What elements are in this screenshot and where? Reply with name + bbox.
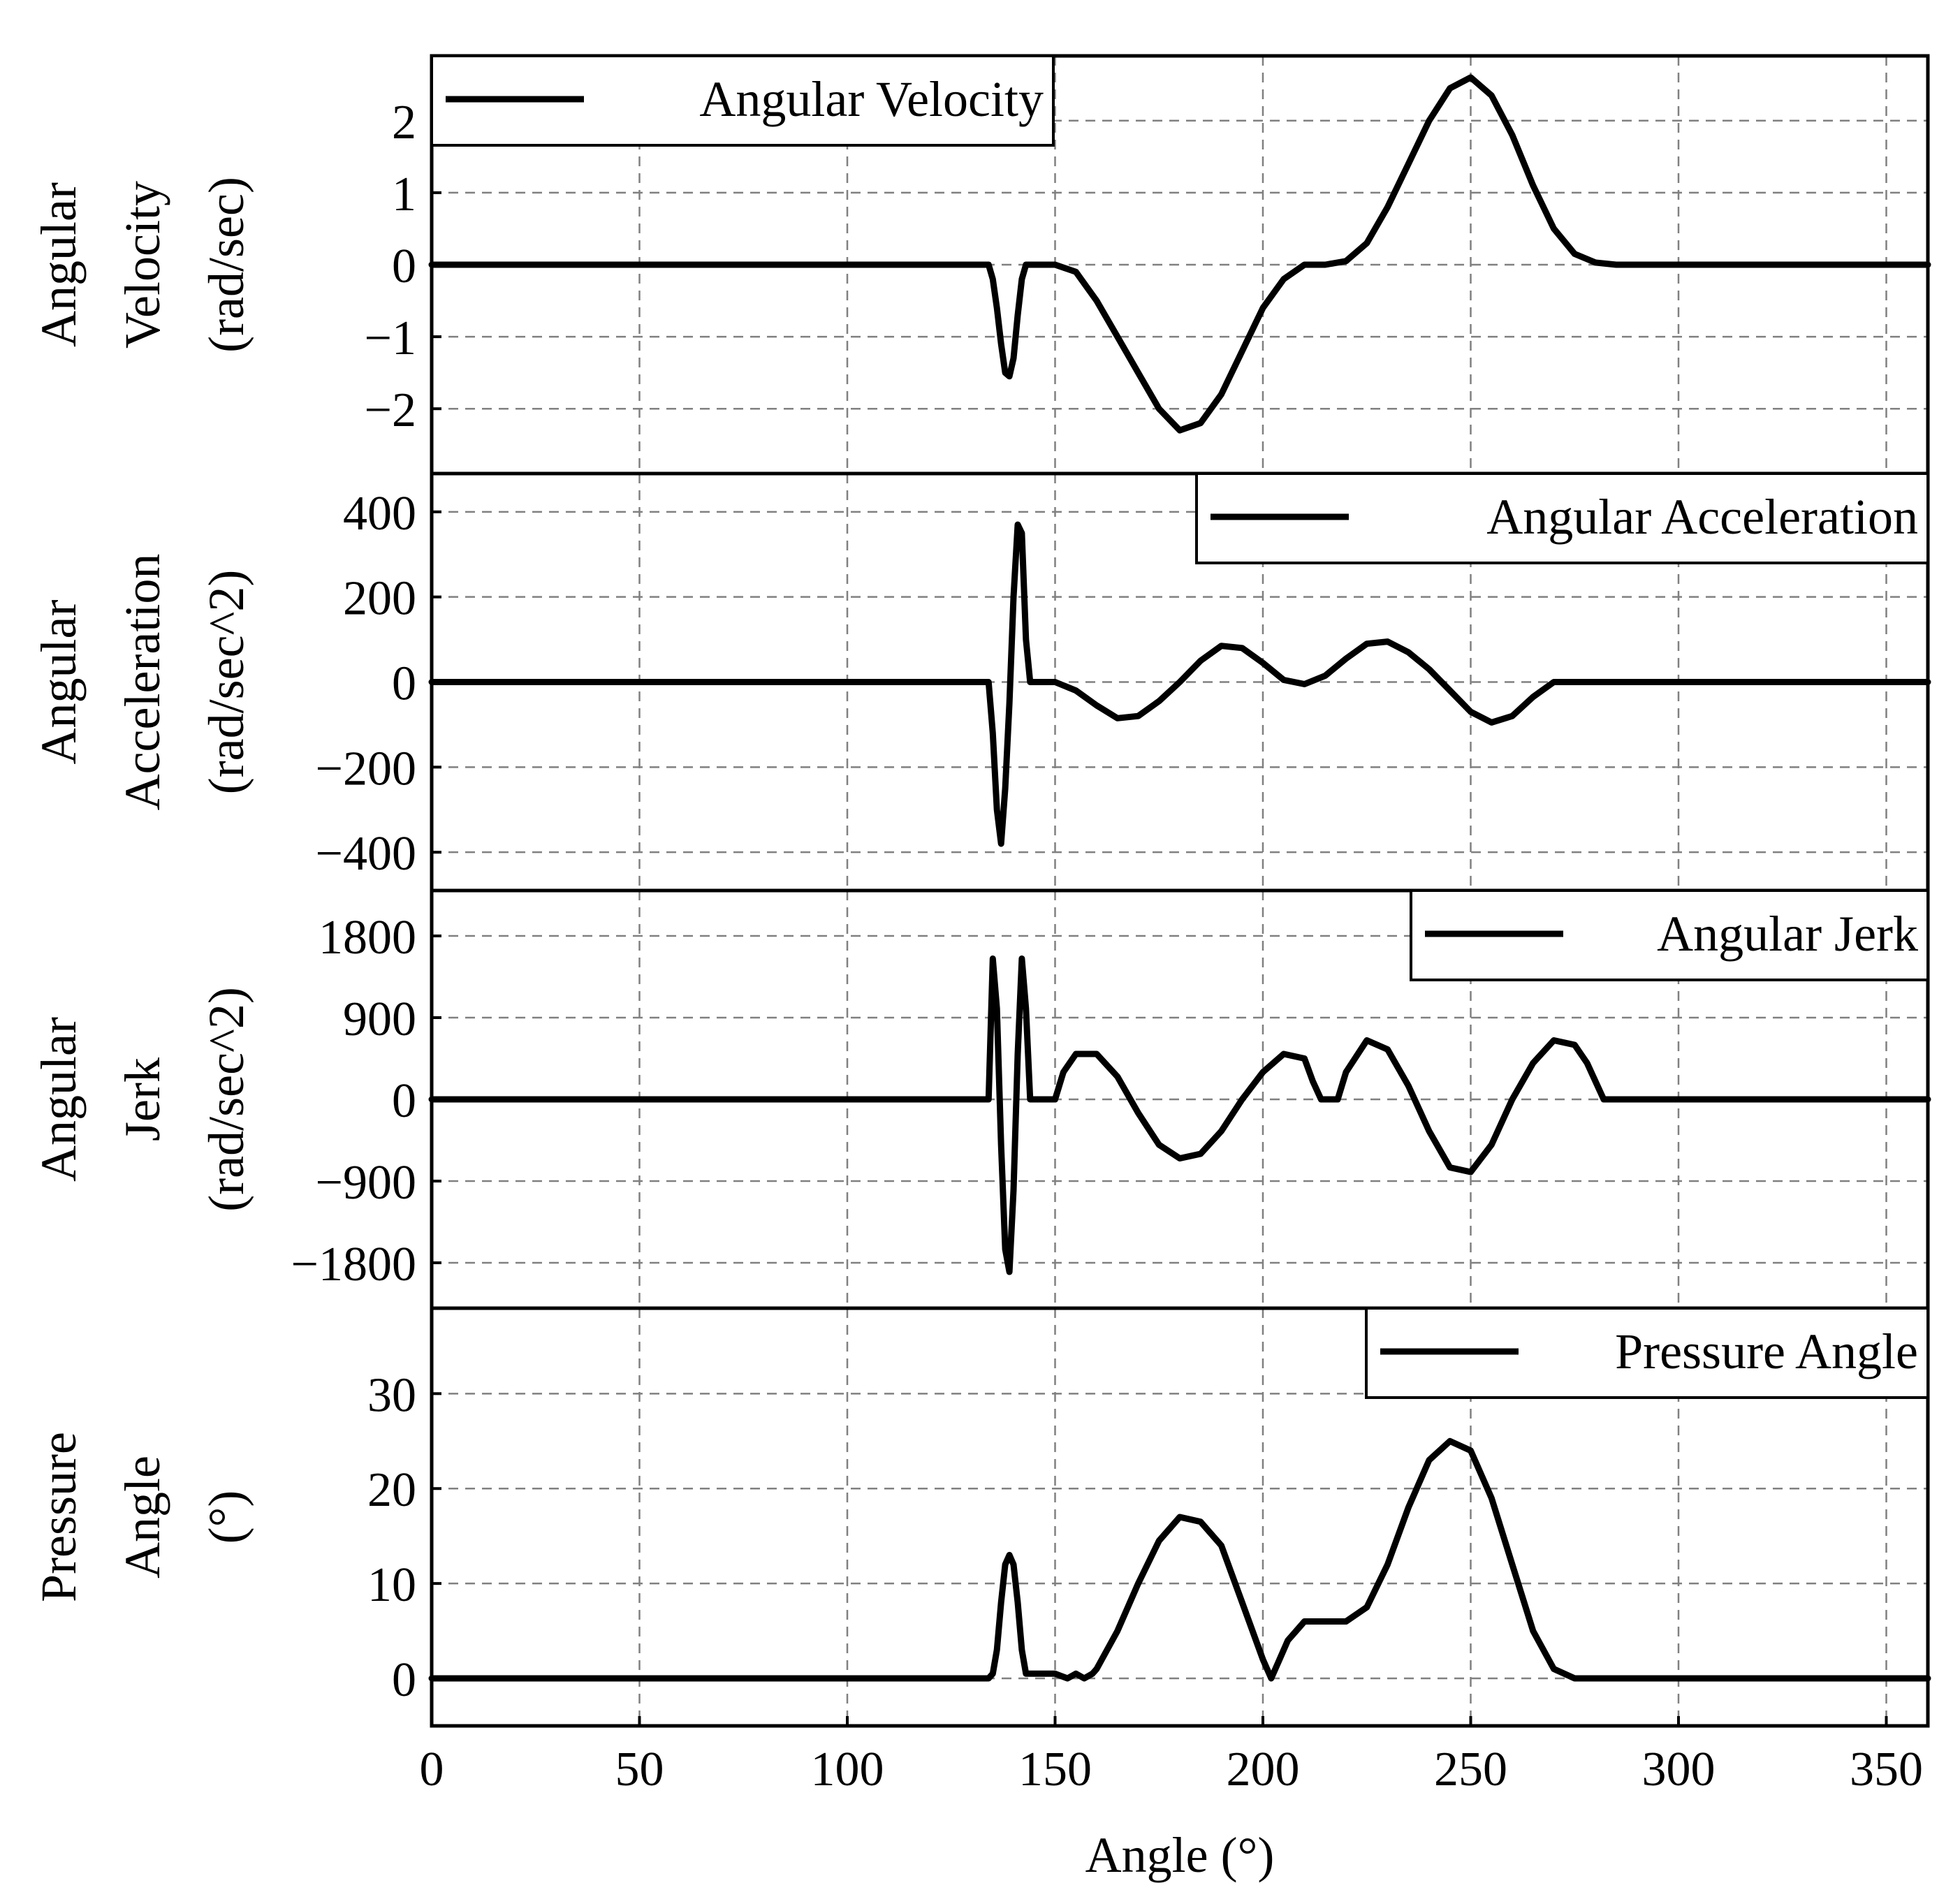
legend-box bbox=[430, 54, 1055, 147]
y-tick-label: 2 bbox=[392, 96, 416, 149]
y-tick-label: 30 bbox=[367, 1368, 416, 1422]
series-line-angular-acceleration bbox=[428, 521, 1931, 847]
y-tick-label: 900 bbox=[343, 992, 416, 1046]
y-axis-title: Pressure Angle (°) bbox=[31, 1432, 254, 1602]
y-tick-label: 0 bbox=[392, 240, 416, 293]
y-tick-label: 200 bbox=[343, 572, 416, 626]
x-tick-label: 150 bbox=[1018, 1743, 1092, 1796]
y-axis-title-line: Pressure bbox=[31, 1432, 87, 1602]
legend-label: Angular Jerk bbox=[1657, 906, 1918, 962]
y-axis-title: Angular Jerk (rad/sec^2) bbox=[31, 987, 254, 1212]
y-tick-label: 1800 bbox=[319, 911, 416, 965]
y-tick-label: 10 bbox=[367, 1558, 416, 1612]
panel-angular-velocity: −2 −1 0 1 2 Angular Velocity (rad/sec) Angular… bbox=[31, 54, 1931, 476]
y-axis-title-line: Angle bbox=[115, 1456, 170, 1578]
y-axis-title: Angular Velocity (rad/sec) bbox=[31, 177, 254, 353]
y-tick-label: −1800 bbox=[291, 1238, 416, 1291]
legend: Angular Jerk bbox=[1410, 889, 1929, 981]
y-tick-label: 20 bbox=[367, 1463, 416, 1517]
panel-angular-jerk: −1800 −900 0 900 1800 Angular Jerk (rad/sec^2)… bbox=[31, 888, 1931, 1310]
x-tick-label: 350 bbox=[1850, 1743, 1923, 1796]
y-tick-label: −1 bbox=[365, 312, 416, 365]
y-axis-title-line: (rad/sec^2) bbox=[198, 987, 254, 1212]
legend: Angular Acceleration bbox=[1195, 472, 1929, 564]
y-tick-label: −200 bbox=[316, 742, 416, 796]
y-tick-label: 0 bbox=[392, 1653, 416, 1707]
series-line-pressure-angle bbox=[428, 1437, 1931, 1682]
x-axis-title: Angle (°) bbox=[1085, 1827, 1275, 1883]
y-axis-title-line: Angular bbox=[31, 182, 87, 347]
y-tick-label: −400 bbox=[316, 827, 416, 881]
series-line-angular-jerk bbox=[428, 955, 1931, 1275]
y-tick-label: −2 bbox=[365, 383, 416, 437]
y-axis-title: Angular Acceleration (rad/sec^2) bbox=[31, 554, 254, 811]
plot-frame bbox=[430, 1306, 1930, 1728]
x-tick-label: 250 bbox=[1434, 1743, 1507, 1796]
y-axis-title-line: Acceleration bbox=[115, 554, 170, 811]
legend: Angular Velocity bbox=[430, 54, 1055, 147]
legend-label: Angular Velocity bbox=[699, 71, 1044, 127]
y-axis-title-line: (rad/sec^2) bbox=[198, 570, 254, 795]
y-axis-title-line: Angular bbox=[31, 600, 87, 765]
legend: Pressure Angle bbox=[1365, 1307, 1929, 1399]
x-tick-label: 300 bbox=[1642, 1743, 1716, 1796]
y-axis-title-line: Jerk bbox=[115, 1057, 170, 1141]
y-tick-label: 0 bbox=[392, 1074, 416, 1128]
series-line-angular-velocity bbox=[428, 74, 1931, 434]
x-tick-label: 50 bbox=[615, 1743, 664, 1796]
y-axis-title-line: Angular bbox=[31, 1017, 87, 1182]
legend-label: Angular Acceleration bbox=[1486, 489, 1918, 545]
y-tick-label: −900 bbox=[316, 1156, 416, 1210]
x-tick-label: 200 bbox=[1227, 1743, 1300, 1796]
y-axis-title-line: (rad/sec) bbox=[198, 177, 254, 353]
y-tick-label: 0 bbox=[392, 657, 416, 711]
x-tick-label: 100 bbox=[811, 1743, 884, 1796]
y-tick-label: 1 bbox=[392, 168, 416, 221]
y-tick-label: 400 bbox=[343, 487, 416, 541]
y-axis-title-line: (°) bbox=[198, 1490, 254, 1544]
y-axis-title-line: Velocity bbox=[115, 181, 170, 349]
panel-pressure-angle: 0 10 20 30 0 50 100 150 200 250 300 350 Pressure An… bbox=[31, 1306, 1931, 1883]
legend-label: Pressure Angle bbox=[1615, 1324, 1918, 1379]
panel-angular-acceleration: −400 −200 0 200 400 Angular Acceleration (rad/… bbox=[31, 471, 1931, 893]
x-tick-label: 0 bbox=[420, 1743, 444, 1796]
